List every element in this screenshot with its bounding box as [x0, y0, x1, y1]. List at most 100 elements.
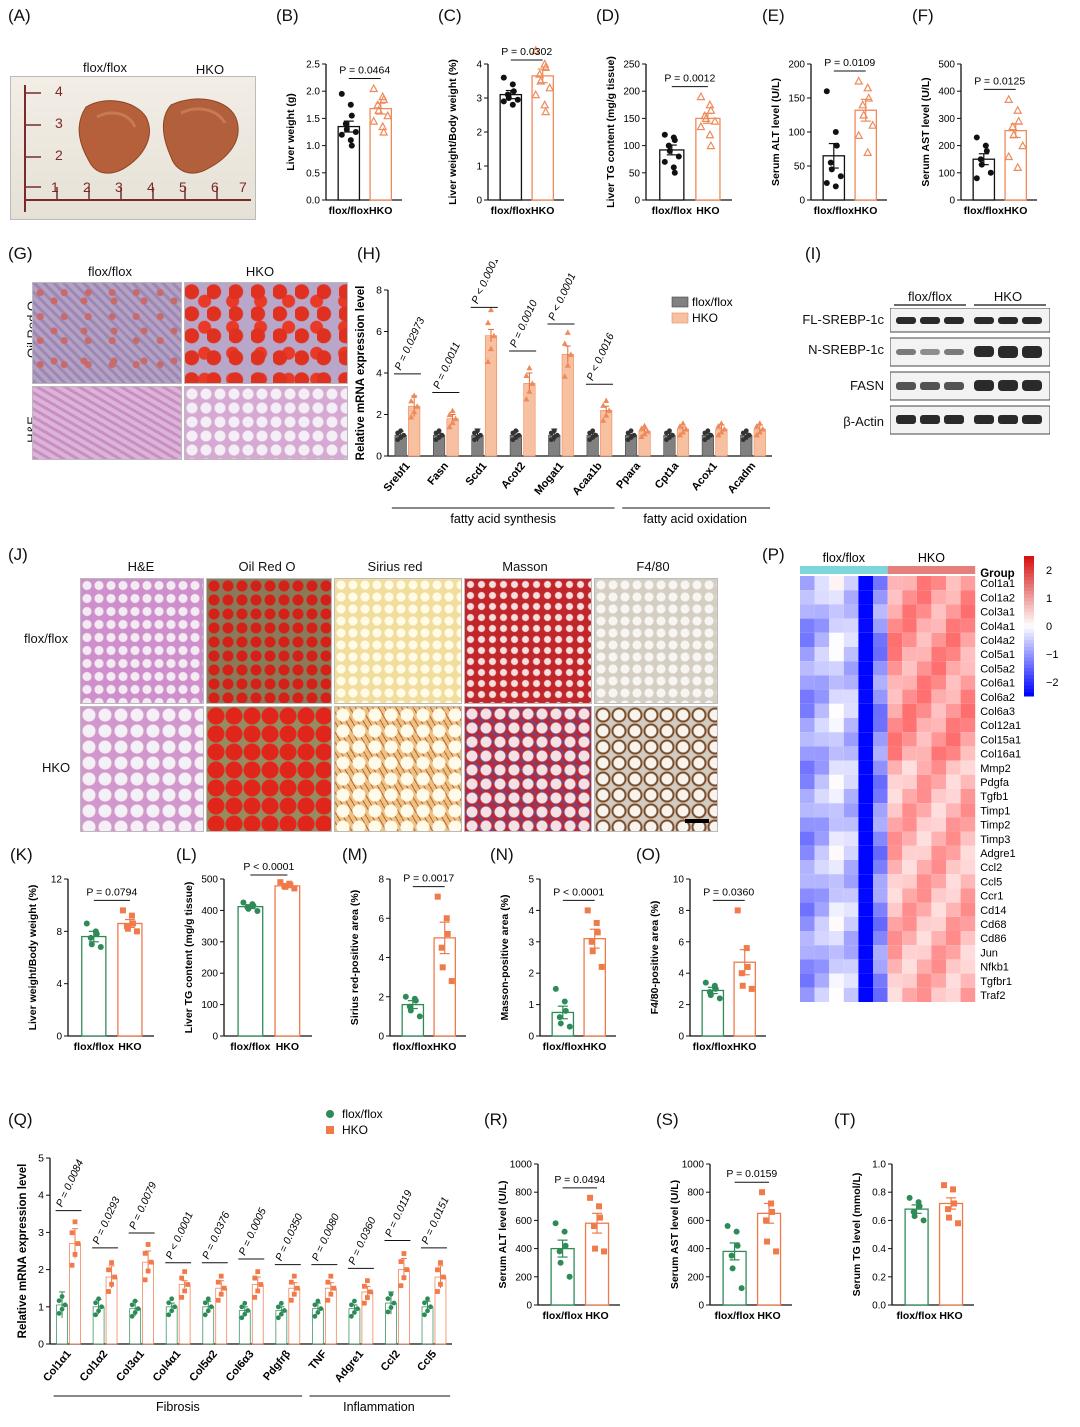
data-point — [148, 1259, 154, 1265]
bar-HKO — [695, 117, 721, 201]
heatmap-cell — [916, 675, 932, 690]
heatmap-cell — [829, 618, 844, 633]
data-point — [96, 1296, 102, 1302]
heatmap-cell — [960, 945, 976, 960]
p-value: P < 0.0001 — [546, 271, 578, 322]
data-point — [129, 920, 136, 927]
histology-j-flox-oilred — [206, 578, 332, 704]
data-point — [385, 1296, 391, 1302]
data-point — [1004, 94, 1014, 103]
heatmap-cell — [858, 831, 873, 846]
heatmap-cell — [873, 647, 888, 662]
heatmap-row-label: Pdgfa — [980, 777, 1010, 789]
data-point — [352, 129, 359, 135]
data-point — [438, 1260, 443, 1265]
data-point — [205, 1296, 211, 1302]
data-point — [275, 1304, 281, 1310]
y-tick-label: 2 — [378, 992, 384, 1003]
heatmap-cell — [960, 803, 976, 818]
data-point — [638, 433, 645, 439]
chart-n: 0 1 2 3 4 5 Masson-positive area (%) flox/flox H… — [499, 875, 616, 1053]
data-point — [859, 110, 869, 119]
heatmap-cell — [931, 803, 946, 818]
heatmap-cell — [887, 987, 903, 1002]
data-point — [510, 88, 517, 95]
heatmap-cell — [858, 661, 873, 676]
data-point — [487, 345, 494, 352]
data-point — [676, 431, 683, 438]
panel-label: (E) — [762, 6, 785, 25]
data-point — [446, 423, 453, 430]
data-point — [641, 430, 648, 437]
heatmap-cell — [916, 718, 932, 733]
data-point — [1014, 116, 1024, 125]
data-point — [941, 1182, 948, 1189]
data-point — [644, 428, 651, 434]
data-point — [132, 1298, 138, 1304]
bar-HKO — [756, 1212, 782, 1306]
color-scale-step — [1024, 668, 1034, 672]
heatmap-cell — [902, 931, 917, 946]
x-tick-label: HKO — [757, 1310, 780, 1322]
data-point — [328, 1273, 334, 1279]
data-point — [671, 137, 678, 144]
heatmap-cell — [814, 973, 830, 988]
chart-e: 0 50 100 150 200 Serum ALT level (U/L) flox/fl… — [770, 57, 887, 217]
x-tick-label: flox/flox — [964, 205, 1004, 217]
data-point — [93, 930, 100, 937]
data-point — [920, 1217, 927, 1224]
histology-g-flox-oilred — [32, 282, 182, 384]
heatmap-cell — [800, 703, 815, 718]
heatmap-cell — [946, 774, 961, 789]
data-point — [679, 428, 686, 435]
data-point — [973, 175, 980, 182]
heatmap-cell — [916, 576, 932, 591]
panel-label: (J) — [8, 545, 28, 564]
x-tick-label: Acot2 — [499, 460, 528, 491]
data-point — [744, 963, 751, 970]
heatmap-cell — [902, 987, 917, 1002]
bar-HKO — [561, 354, 574, 457]
p-value: P = 0.0494 — [554, 1174, 605, 1186]
p-value: P = 0.0011 — [431, 340, 463, 390]
heatmap-cell — [916, 831, 932, 846]
bar-HKO — [484, 335, 498, 457]
heatmap-cell — [873, 931, 888, 946]
p-value: P = 0.0293 — [90, 1195, 122, 1246]
y-tick-label: 6 — [376, 326, 382, 338]
heatmap-cell — [800, 746, 815, 761]
data-point — [728, 1252, 735, 1259]
heatmap-cell — [946, 860, 961, 875]
data-point — [587, 1194, 594, 1201]
data-point — [349, 1302, 354, 1308]
panel-label: (K) — [10, 845, 33, 864]
heatmap-cell — [873, 604, 888, 619]
data-point — [288, 1279, 294, 1285]
data-point — [523, 396, 530, 402]
heatmap-cell — [858, 916, 873, 931]
data-point — [833, 142, 840, 149]
data-point — [93, 1312, 99, 1318]
ruler-number: 1 — [51, 179, 59, 195]
data-point — [208, 1304, 214, 1310]
data-point — [179, 1294, 185, 1300]
heatmap-cell — [858, 789, 873, 804]
x-tick-label: flox/flox — [542, 1310, 582, 1322]
data-point — [182, 1269, 188, 1275]
y-tick-label: 6 — [378, 914, 384, 925]
data-point — [768, 1200, 775, 1207]
heatmap-cell — [931, 860, 946, 875]
chart-m: 0 2 4 6 8 Sirius red-positive area (%) flox/fl… — [349, 873, 466, 1053]
heatmap-cell — [800, 774, 815, 789]
y-tick-label: 8 — [376, 285, 382, 297]
data-point — [561, 340, 568, 346]
data-point — [557, 1259, 564, 1266]
heatmap-cell — [858, 732, 873, 747]
heatmap-cell — [873, 689, 888, 704]
heatmap-cell — [887, 647, 903, 662]
data-point — [278, 1311, 284, 1317]
heatmap-cell — [931, 675, 946, 690]
data-point — [315, 1310, 321, 1315]
color-scale-step — [1024, 685, 1034, 690]
heatmap-cell — [843, 703, 859, 718]
